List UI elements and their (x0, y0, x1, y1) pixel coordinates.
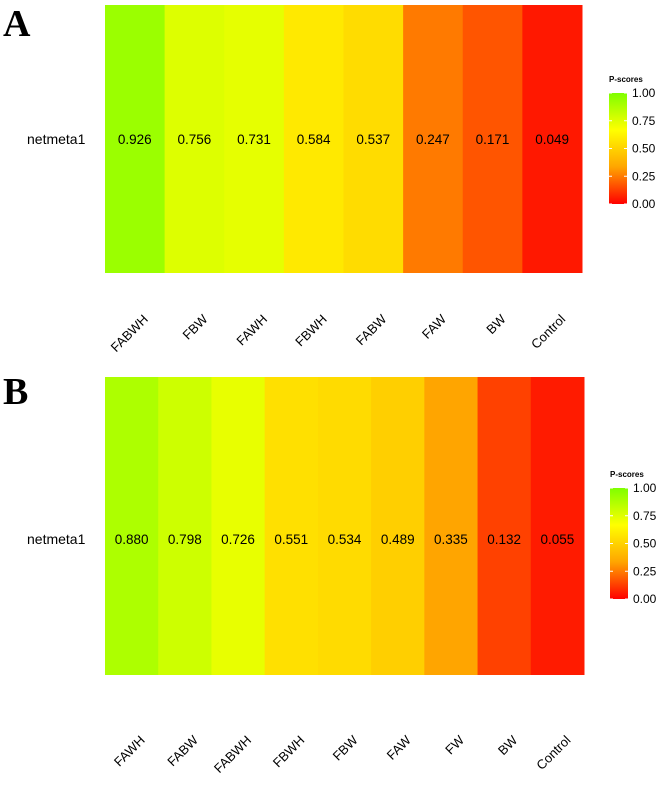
x-tick-label: FAW (384, 732, 415, 763)
x-tick-label: FABW (164, 732, 201, 769)
legend-tick-label: 0.00 (633, 592, 657, 606)
x-tick-label: FBW (330, 732, 362, 764)
legend-tick-label: 0.75 (633, 509, 657, 523)
heatmap-cell-faw (371, 377, 425, 675)
heatmap-cell-bw (462, 5, 523, 273)
x-tick-label: FAWH (111, 733, 148, 770)
cell-value-label: 0.171 (476, 132, 510, 147)
panel-letter: B (3, 371, 28, 413)
cell-value-label: 0.731 (237, 132, 271, 147)
x-tick-label: BW (483, 311, 509, 337)
panel-letter: A (3, 3, 31, 45)
legend-tick-label: 0.25 (632, 169, 656, 183)
x-tick-label: FAW (419, 311, 450, 342)
heatmap-cell-fbwh (264, 377, 319, 675)
heatmap-cell-fbwh (283, 5, 344, 273)
cell-value-label: 0.049 (535, 132, 569, 147)
cell-value-label: 0.247 (416, 132, 450, 147)
cell-value-label: 0.726 (221, 532, 255, 547)
heatmap-cell-fbw (317, 377, 372, 675)
cell-value-label: 0.537 (356, 132, 390, 147)
cell-value-label: 0.055 (540, 532, 574, 547)
heatmap-cell-fawh (224, 5, 285, 273)
legend-colorbar (610, 488, 628, 599)
heatmap-cell-control (530, 377, 585, 675)
heatmap-cell-fw (424, 377, 479, 675)
legend-tick-label: 0.75 (632, 114, 656, 128)
row-label: netmeta1 (27, 531, 86, 547)
legend-title: P-scores (610, 470, 644, 479)
heatmap-cell-fabwh (105, 5, 166, 273)
cell-value-label: 0.534 (328, 532, 362, 547)
legend-tick-label: 0.50 (633, 537, 657, 551)
x-tick-label: FW (442, 732, 467, 757)
heatmap-cell-fbw (164, 5, 225, 273)
x-tick-label: Control (533, 732, 573, 772)
heatmap-cell-fabwh (211, 377, 266, 675)
x-tick-label: FBWH (270, 733, 308, 771)
cell-value-label: 0.335 (434, 532, 468, 547)
heatmap-cell-fawh (105, 377, 159, 675)
legend-title: P-scores (609, 75, 643, 84)
x-tick-label: FABWH (211, 733, 254, 776)
x-tick-label: Control (528, 311, 568, 351)
cell-value-label: 0.798 (168, 532, 202, 547)
legend-tick-label: 0.50 (632, 142, 656, 156)
heatmap-cell-control (522, 5, 583, 273)
x-tick-label: FBW (180, 311, 212, 343)
cell-value-label: 0.756 (178, 132, 212, 147)
x-tick-label: FAWH (233, 312, 270, 349)
heatmap-cell-fabw (158, 377, 212, 675)
x-tick-label: BW (495, 732, 521, 758)
legend-tick-label: 0.00 (632, 197, 656, 211)
heatmap-cell-faw (403, 5, 464, 273)
x-tick-label: FABW (353, 311, 390, 348)
heatmap-cell-fabw (343, 5, 404, 273)
cell-value-label: 0.584 (297, 132, 331, 147)
heatmap-cell-bw (477, 377, 532, 675)
legend-colorbar (609, 93, 627, 204)
cell-value-label: 0.132 (487, 532, 521, 547)
cell-value-label: 0.926 (118, 132, 152, 147)
row-label: netmeta1 (27, 131, 86, 147)
legend-tick-label: 1.00 (633, 481, 657, 495)
legend-tick-label: 1.00 (632, 86, 656, 100)
x-tick-label: FBWH (292, 312, 330, 350)
x-tick-label: FABWH (108, 312, 151, 355)
legend-tick-label: 0.25 (633, 564, 657, 578)
cell-value-label: 0.880 (115, 532, 149, 547)
cell-value-label: 0.489 (381, 532, 415, 547)
cell-value-label: 0.551 (274, 532, 308, 547)
